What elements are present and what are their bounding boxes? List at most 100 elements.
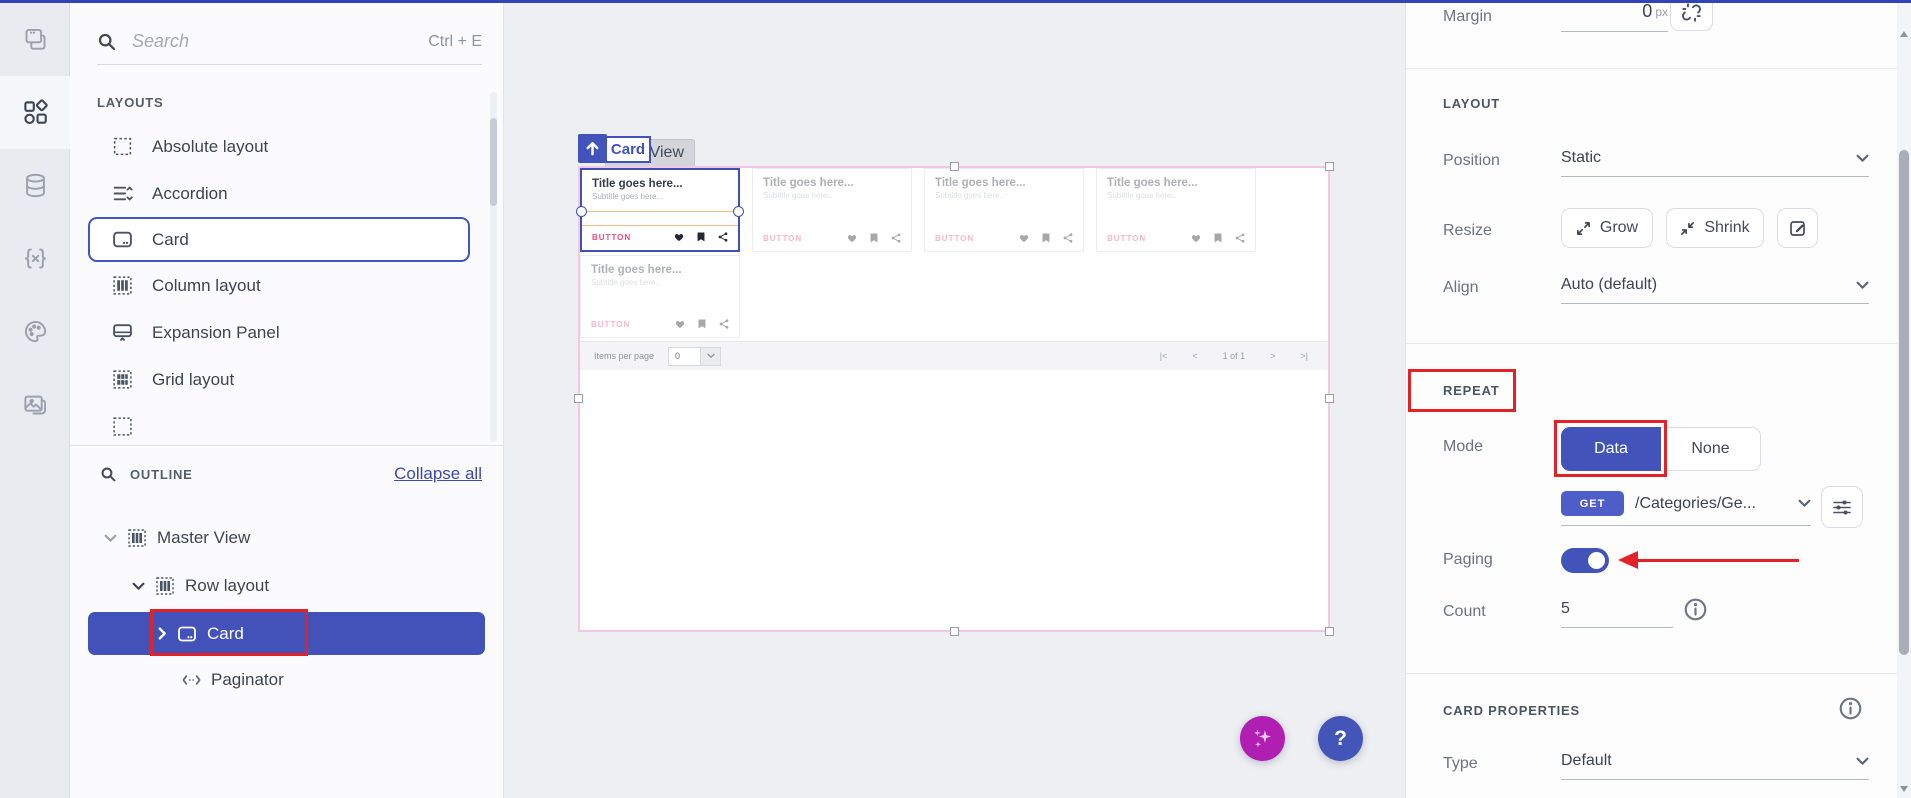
bookmark-icon[interactable]: [696, 232, 706, 242]
outline-search-icon[interactable]: [100, 466, 117, 483]
selection-handle-left-mid[interactable]: [574, 394, 583, 403]
rail-item-components[interactable]: [0, 76, 70, 149]
card-button[interactable]: BUTTON: [935, 233, 975, 243]
card-preview[interactable]: Title goes here... Subtitle goes here...…: [924, 168, 1084, 252]
unlink-margins-button[interactable]: [1670, 0, 1713, 31]
scroll-down-arrow[interactable]: [1900, 786, 1908, 792]
layout-item-grid-layout[interactable]: Grid layout: [70, 356, 504, 403]
chevron-down-icon[interactable]: [104, 534, 117, 543]
search-input[interactable]: [132, 31, 414, 52]
properties-panel: Margin 0 px LAYOUT Position Static Resiz…: [1405, 0, 1897, 798]
heart-icon[interactable]: [674, 232, 684, 242]
margin-input[interactable]: 0 px: [1561, 1, 1668, 32]
layout-item-accordion[interactable]: Accordion: [70, 170, 504, 217]
tree-item-row-layout[interactable]: Row layout: [70, 564, 504, 608]
tree-item-master-view[interactable]: Master View: [70, 516, 504, 560]
select-parent-button[interactable]: [578, 134, 607, 163]
rail-item-theme[interactable]: [0, 295, 70, 368]
share-icon[interactable]: [719, 319, 729, 329]
last-page-button[interactable]: >|: [1300, 351, 1308, 361]
selection-handle-bottom-mid[interactable]: [950, 627, 959, 636]
align-label: Align: [1443, 279, 1479, 296]
page-size-chevron[interactable]: [701, 346, 722, 366]
mode-segmented-control: Data None: [1561, 427, 1761, 471]
scroll-up-arrow[interactable]: [1900, 31, 1908, 37]
heart-icon[interactable]: [1019, 233, 1029, 243]
share-icon[interactable]: [891, 233, 901, 243]
heart-icon[interactable]: [847, 233, 857, 243]
rail-item-media[interactable]: [0, 368, 70, 441]
paging-toggle[interactable]: [1561, 548, 1609, 573]
card-button[interactable]: BUTTON: [1107, 233, 1147, 243]
data-source-select[interactable]: GET /Categories/Ge...: [1561, 491, 1811, 526]
layout-item-expansion-panel[interactable]: Expansion Panel: [70, 309, 504, 356]
count-input[interactable]: 5: [1561, 600, 1673, 628]
rail-item-data[interactable]: [0, 149, 70, 222]
selection-handle-bottom-right[interactable]: [1325, 627, 1334, 636]
selection-handle-right-mid[interactable]: [1325, 394, 1334, 403]
grow-button[interactable]: Grow: [1561, 208, 1653, 248]
layout-item-column-layout[interactable]: Column layout: [70, 262, 504, 309]
bookmark-icon[interactable]: [697, 319, 707, 329]
mode-data-button[interactable]: Data: [1561, 427, 1661, 471]
rail-item-pages[interactable]: [0, 3, 70, 76]
heart-icon[interactable]: [675, 319, 685, 329]
paginator-preview[interactable]: Items per page 0 |< < 1 of 1 > >|: [580, 341, 1328, 370]
card-preview[interactable]: Title goes here... Subtitle goes here...…: [580, 255, 740, 338]
items-per-page-label: Items per page: [594, 351, 655, 361]
ai-assistant-button[interactable]: [1240, 716, 1285, 761]
tree-item-card-selected[interactable]: Card: [88, 612, 485, 655]
chevron-down-icon[interactable]: [132, 582, 145, 591]
help-button[interactable]: ?: [1318, 716, 1363, 761]
layouts-scrollbar[interactable]: [490, 92, 497, 442]
selected-component-chip[interactable]: Card: [605, 136, 651, 163]
layouts-scrollbar-thumb[interactable]: [490, 118, 497, 206]
layout-item-partial[interactable]: [70, 403, 504, 448]
resize-handle-left[interactable]: [576, 206, 587, 217]
card-button[interactable]: BUTTON: [591, 319, 631, 329]
view-tab-label: View: [649, 144, 684, 161]
count-info-icon[interactable]: [1683, 597, 1708, 627]
data-source-settings-button[interactable]: [1821, 486, 1863, 528]
tree-item-paginator[interactable]: Paginator: [70, 658, 504, 702]
card-preview-selected[interactable]: Title goes here... Subtitle goes here...…: [576, 168, 744, 252]
card-button[interactable]: BUTTON: [592, 232, 632, 242]
share-icon[interactable]: [1063, 233, 1073, 243]
shrink-button[interactable]: Shrink: [1666, 208, 1764, 248]
tree-item-label: Row layout: [185, 576, 270, 595]
share-icon[interactable]: [718, 232, 728, 242]
rail-item-variables[interactable]: [0, 222, 70, 295]
resize-handle-right[interactable]: [733, 206, 744, 217]
bookmark-icon[interactable]: [1213, 233, 1223, 243]
selection-handle-top-mid[interactable]: [950, 162, 959, 171]
collapse-all-link[interactable]: Collapse all: [394, 464, 482, 483]
window-scrollbar[interactable]: [1897, 3, 1911, 798]
chevron-right-icon[interactable]: [158, 627, 167, 640]
align-select[interactable]: Auto (default): [1561, 276, 1869, 304]
mode-none-button[interactable]: None: [1661, 427, 1761, 471]
edit-size-button[interactable]: [1777, 208, 1818, 248]
page-size-select[interactable]: 0: [668, 346, 722, 366]
paging-label: Paging: [1443, 551, 1493, 568]
share-icon[interactable]: [1235, 233, 1245, 243]
align-value: Auto (default): [1561, 276, 1658, 293]
page-artboard[interactable]: Title goes here... Subtitle goes here...…: [576, 166, 1330, 632]
card-preview[interactable]: Title goes here... Subtitle goes here...…: [752, 168, 912, 252]
first-page-button[interactable]: |<: [1159, 351, 1168, 361]
bookmark-icon[interactable]: [869, 233, 879, 243]
scrollbar-thumb[interactable]: [1899, 150, 1909, 655]
chevron-down-icon: [706, 353, 715, 358]
position-select[interactable]: Static: [1561, 149, 1869, 177]
selection-handle-top-right[interactable]: [1325, 162, 1334, 171]
heart-icon[interactable]: [1191, 233, 1201, 243]
bookmark-icon[interactable]: [1041, 233, 1051, 243]
page-size-value: 0: [668, 346, 702, 366]
card-button[interactable]: BUTTON: [763, 233, 803, 243]
type-select[interactable]: Default: [1561, 752, 1869, 780]
card-preview[interactable]: Title goes here... Subtitle goes here...…: [1096, 168, 1256, 252]
layout-item-card[interactable]: Card: [88, 217, 470, 262]
prev-page-button[interactable]: <: [1192, 351, 1198, 361]
next-page-button[interactable]: >: [1270, 351, 1276, 361]
layout-item-absolute-layout[interactable]: Absolute layout: [70, 123, 504, 170]
card-properties-info-icon[interactable]: [1838, 696, 1863, 726]
